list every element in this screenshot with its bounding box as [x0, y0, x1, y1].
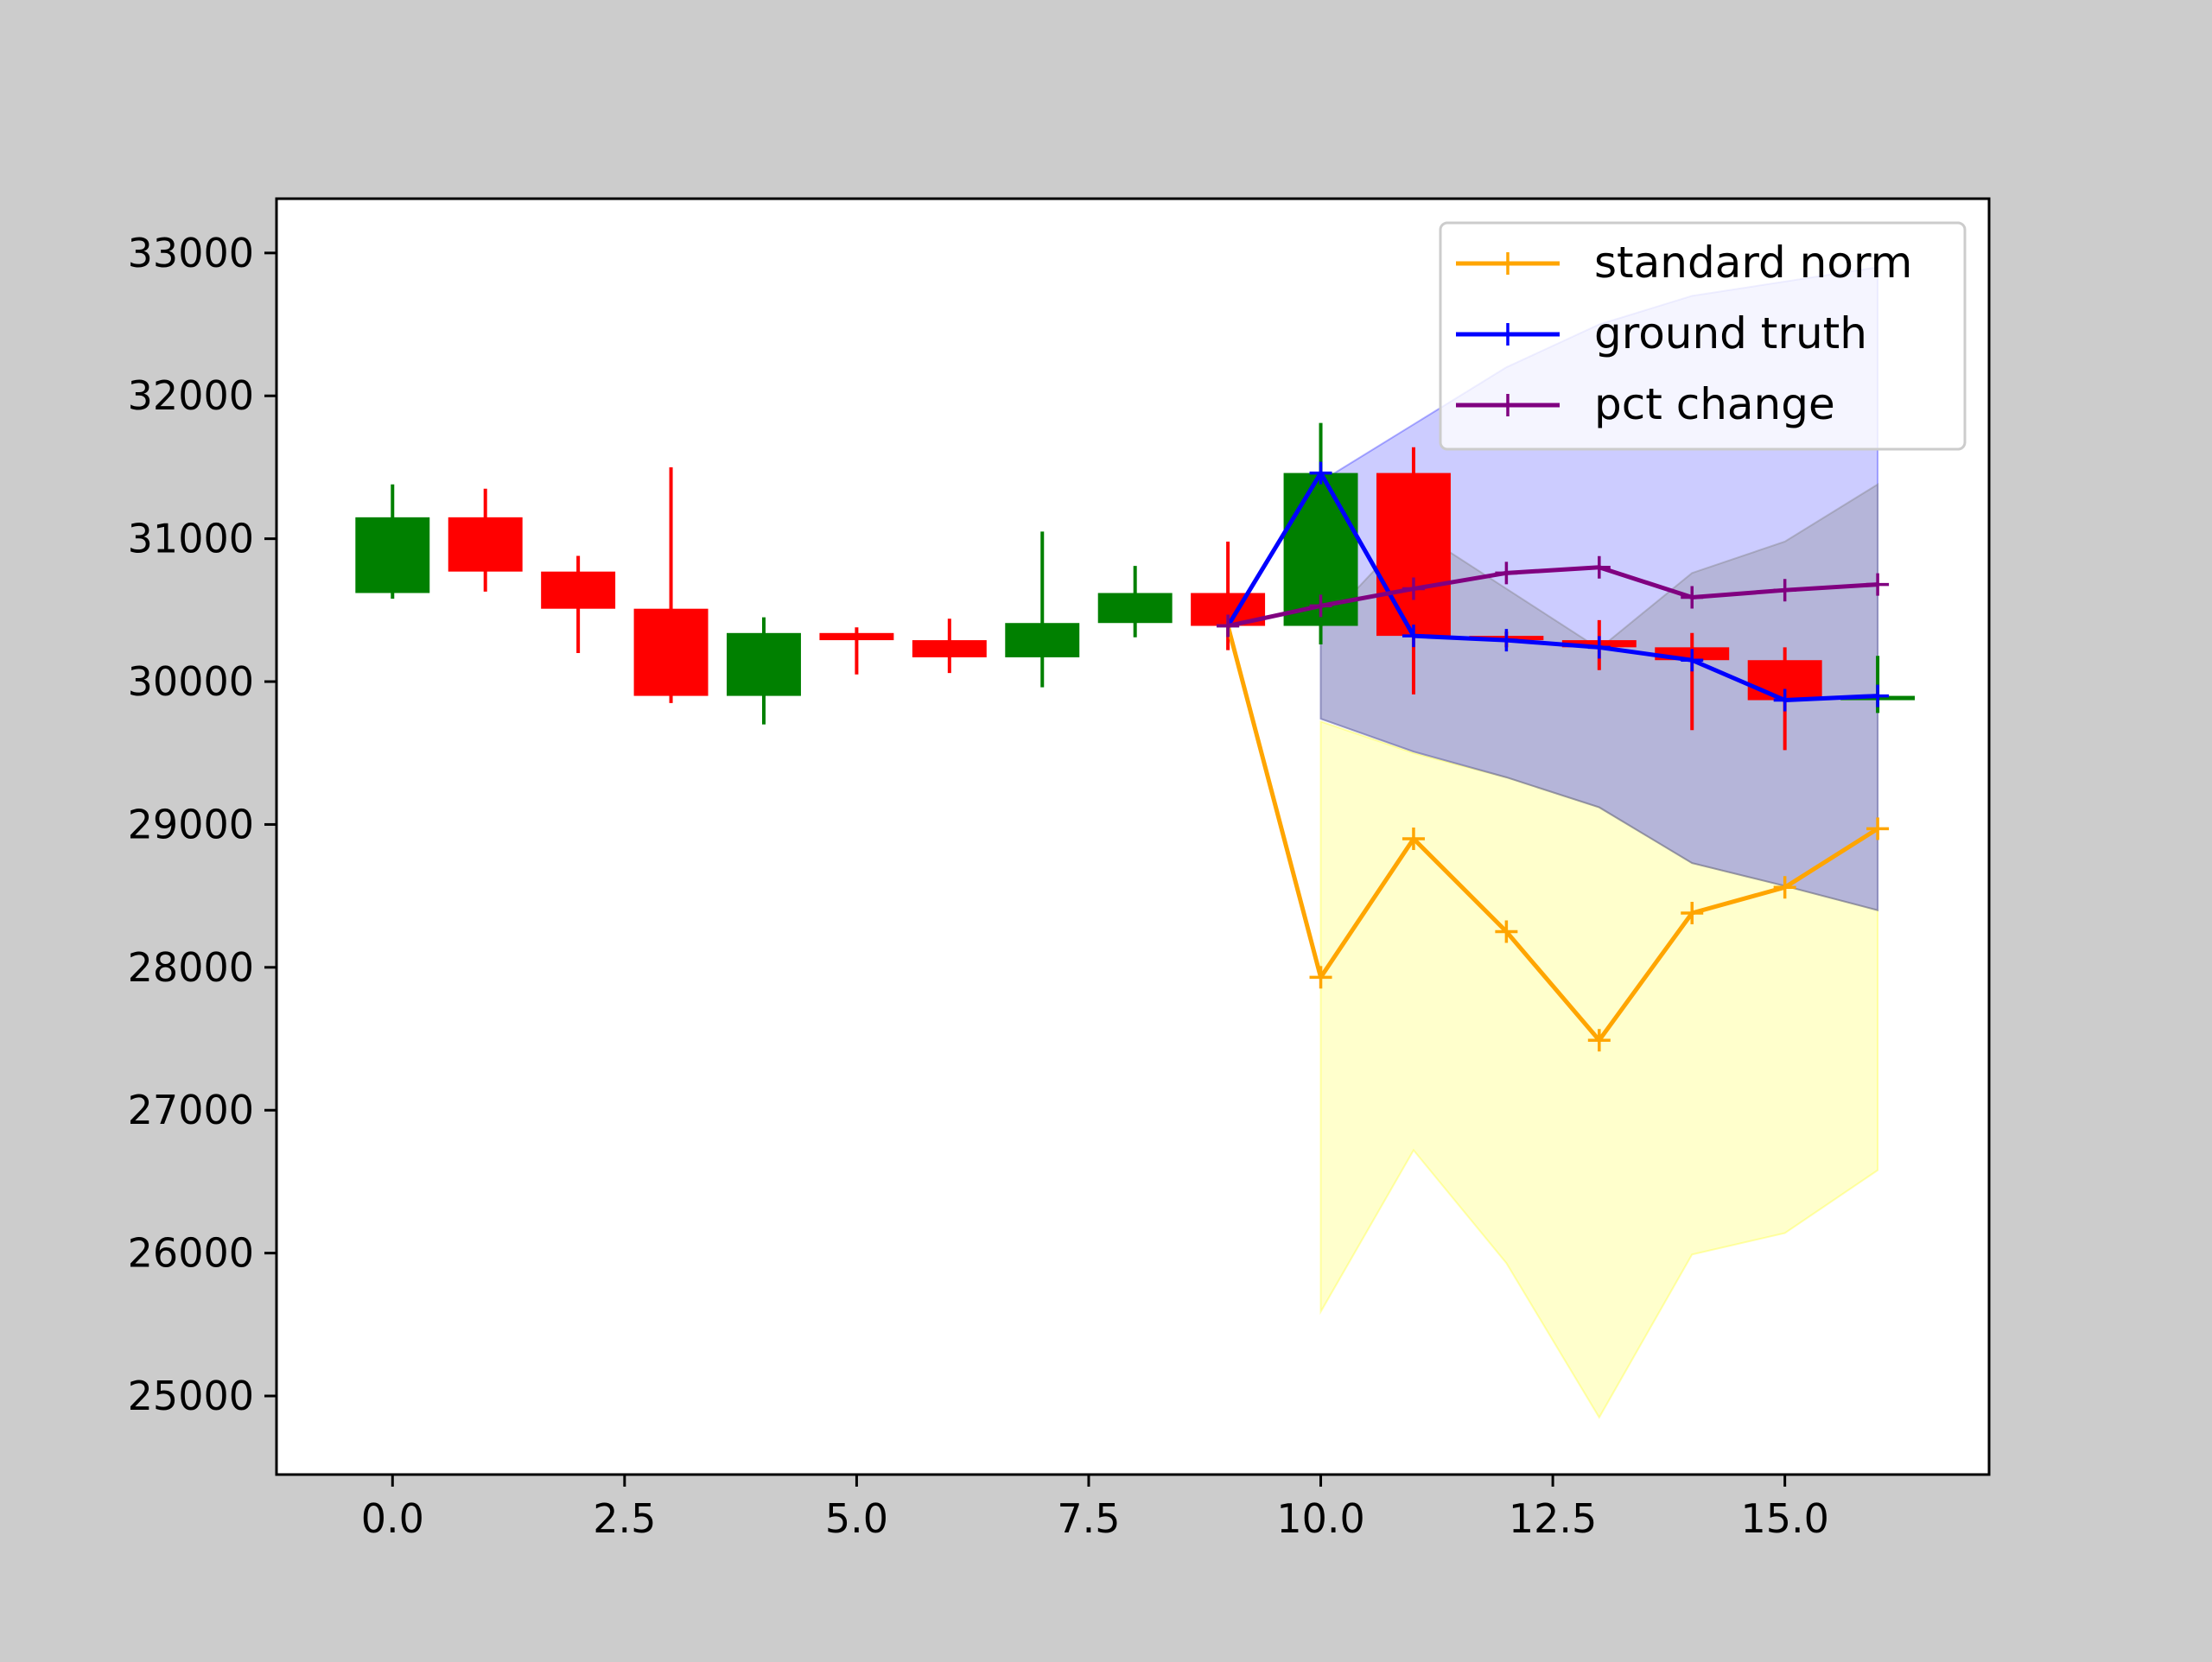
- legend-entry-ground-truth: ground truth: [1456, 308, 1867, 358]
- candle-body: [1097, 593, 1173, 624]
- data-point-marker: [1217, 614, 1240, 638]
- candle-body: [633, 608, 709, 696]
- x-tick-label: 5.0: [825, 1495, 888, 1542]
- candle-7: [1005, 531, 1080, 688]
- candlesticks: [355, 422, 1916, 751]
- data-point-marker: [1495, 629, 1518, 652]
- y-tick-label: 30000: [128, 658, 254, 705]
- y-tick-label: 31000: [128, 516, 254, 562]
- data-point-marker: [1402, 827, 1425, 850]
- data-point-marker: [1681, 586, 1704, 609]
- x-tick-label: 2.5: [593, 1495, 656, 1542]
- data-point-marker: [1773, 876, 1796, 899]
- legend-marker: [1497, 252, 1519, 275]
- candle-body: [541, 571, 616, 609]
- candle-body: [1376, 473, 1451, 637]
- data-point-marker: [1866, 684, 1890, 707]
- y-tick-label: 32000: [128, 372, 254, 419]
- candle-0: [355, 484, 430, 599]
- y-tick-label: 26000: [128, 1230, 254, 1277]
- y-tick-label: 27000: [128, 1087, 254, 1133]
- data-point-marker: [1309, 461, 1332, 485]
- x-tick-label: 15.0: [1740, 1495, 1828, 1542]
- data-point-marker: [1495, 561, 1518, 585]
- candle-body: [1005, 623, 1080, 657]
- legend: standard norm ground truth pct change: [1439, 221, 1967, 451]
- data-point-marker: [1587, 1029, 1611, 1052]
- legend-marker: [1497, 394, 1519, 416]
- candle-body: [912, 640, 987, 657]
- candle-8: [1097, 566, 1173, 638]
- y-axis: 25000 26000 27000 28000 29000 30000 31000 32000…: [128, 230, 276, 1419]
- y-tick-label: 33000: [128, 230, 254, 276]
- data-point-marker: [1866, 817, 1890, 841]
- x-axis: 0.0 2.5 5.0 7.5 10.0 12.5 15.0: [361, 1475, 1829, 1542]
- candle-body: [448, 517, 523, 572]
- candle-11: [1376, 447, 1451, 695]
- series-line: [1225, 625, 1879, 1043]
- data-point-marker: [1402, 625, 1425, 648]
- legend-box: [1439, 221, 1967, 451]
- series-line: [1227, 565, 1878, 628]
- data-point-marker: [1587, 555, 1611, 579]
- series-pct-change: [1217, 555, 1890, 638]
- candle-2: [541, 555, 616, 653]
- candle-6: [912, 618, 987, 674]
- candle-body: [819, 632, 894, 641]
- data-point-marker: [1773, 579, 1796, 602]
- y-tick-label: 25000: [128, 1373, 254, 1419]
- series-line: [1225, 471, 1878, 703]
- data-point-marker: [1773, 688, 1796, 712]
- legend-marker: [1497, 323, 1519, 346]
- legend-entry-pct-change: pct change: [1456, 379, 1835, 429]
- x-tick-label: 0.0: [361, 1495, 424, 1542]
- data-point-marker: [1309, 966, 1332, 989]
- data-point-marker: [1587, 636, 1611, 659]
- candle-body: [355, 517, 430, 593]
- data-point-marker: [1681, 901, 1704, 924]
- legend-label: ground truth: [1594, 308, 1867, 358]
- x-tick-label: 10.0: [1276, 1495, 1364, 1542]
- legend-label: pct change: [1594, 379, 1835, 429]
- y-tick-label: 28000: [128, 944, 254, 991]
- legend-label: standard norm: [1594, 238, 1912, 288]
- data-point-marker: [1866, 573, 1890, 596]
- plot-frame: [275, 197, 1991, 1476]
- confidence-band-3: [1319, 483, 1879, 911]
- x-tick-label: 7.5: [1057, 1495, 1120, 1542]
- legend-entry-standard-norm: standard norm: [1456, 238, 1912, 288]
- candle-4: [727, 617, 801, 725]
- candle-1: [448, 488, 523, 592]
- y-tick-label: 29000: [128, 801, 254, 847]
- candle-3: [633, 466, 709, 703]
- data-point-marker: [1402, 577, 1425, 600]
- x-tick-label: 12.5: [1509, 1495, 1597, 1542]
- prediction-lines: [1217, 461, 1890, 1052]
- data-point-marker: [1309, 594, 1332, 618]
- data-point-marker: [1495, 920, 1518, 943]
- confidence-band-1: [1319, 720, 1879, 1419]
- candle-5: [819, 627, 894, 675]
- candle-body: [727, 632, 801, 696]
- data-point-marker: [1681, 649, 1704, 672]
